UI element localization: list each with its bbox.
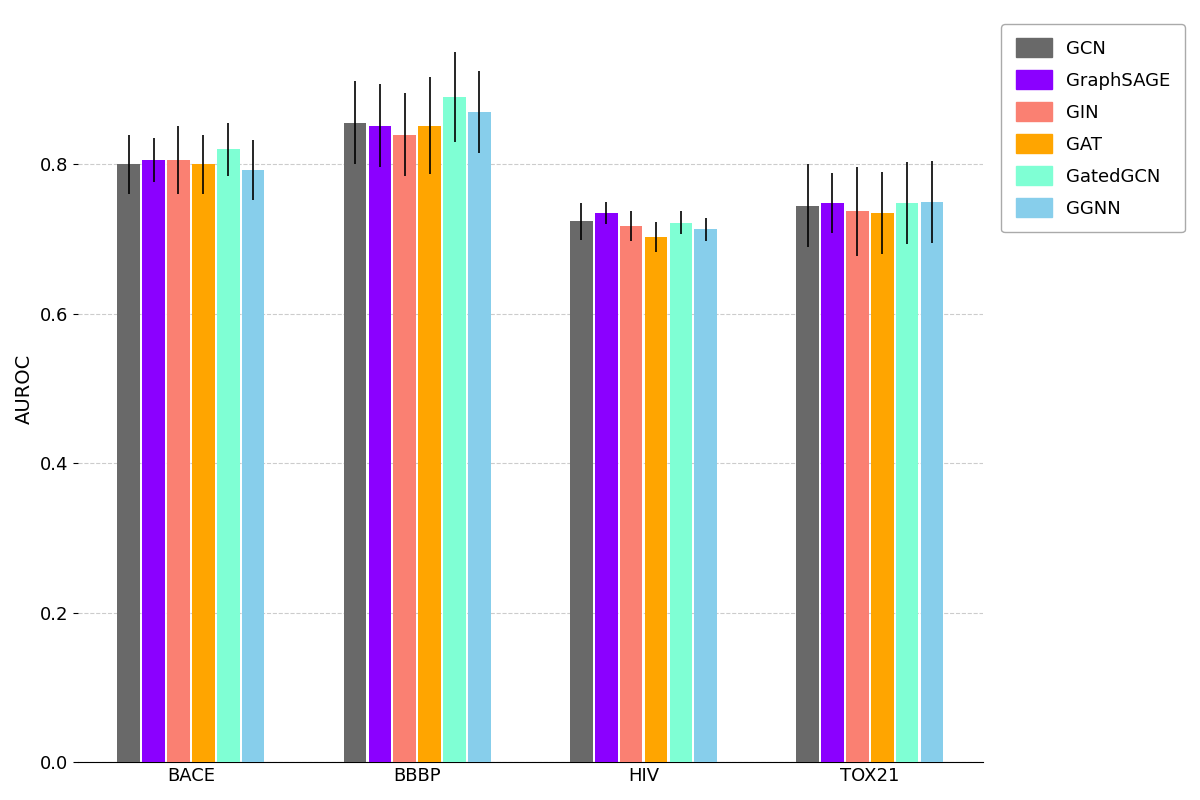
Bar bbox=[143, 160, 164, 762]
Bar bbox=[595, 213, 618, 762]
Bar bbox=[619, 226, 642, 762]
Bar bbox=[695, 230, 718, 762]
Bar bbox=[871, 213, 894, 762]
Bar bbox=[368, 126, 391, 762]
Legend: GCN, GraphSAGE, GIN, GAT, GatedGCN, GGNN: GCN, GraphSAGE, GIN, GAT, GatedGCN, GGNN bbox=[1001, 24, 1184, 232]
Bar bbox=[896, 203, 918, 762]
Bar bbox=[920, 202, 943, 762]
Bar bbox=[419, 126, 440, 762]
Bar bbox=[192, 165, 215, 762]
Bar bbox=[217, 150, 240, 762]
Bar bbox=[644, 237, 667, 762]
Bar bbox=[846, 211, 869, 762]
Bar bbox=[821, 203, 844, 762]
Bar bbox=[167, 160, 190, 762]
Bar bbox=[443, 97, 466, 762]
Bar bbox=[468, 112, 491, 762]
Y-axis label: AUROC: AUROC bbox=[14, 354, 34, 424]
Bar bbox=[670, 222, 692, 762]
Bar bbox=[343, 122, 366, 762]
Bar bbox=[242, 170, 264, 762]
Bar bbox=[797, 206, 818, 762]
Bar bbox=[570, 222, 593, 762]
Bar bbox=[118, 165, 140, 762]
Bar bbox=[394, 134, 416, 762]
